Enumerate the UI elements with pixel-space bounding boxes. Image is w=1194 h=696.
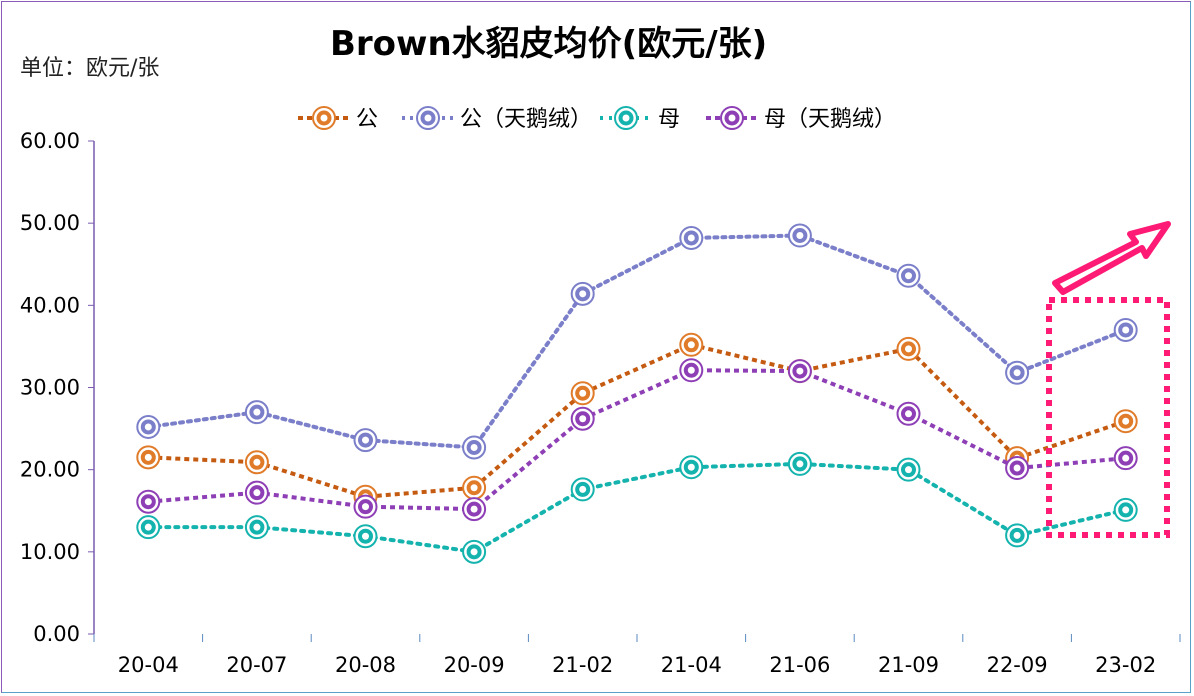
data-point-center <box>1013 369 1021 377</box>
legend-marker-center <box>728 114 736 122</box>
data-point-center <box>362 436 369 444</box>
x-tick-label: 21-06 <box>769 653 830 677</box>
legend-marker-center <box>622 114 630 122</box>
data-point-center <box>362 532 369 540</box>
data-point-center <box>687 234 695 242</box>
data-point-center <box>687 366 695 374</box>
data-point-center <box>796 460 804 468</box>
x-tick-label: 20-08 <box>335 653 396 677</box>
data-point-center <box>470 484 478 492</box>
data-point-center <box>144 523 152 531</box>
y-tick-label: 50.00 <box>20 211 80 235</box>
y-tick-label: 40.00 <box>20 293 80 317</box>
x-tick-label: 23-02 <box>1095 653 1156 677</box>
legend-label: 母 <box>658 107 680 132</box>
x-tick-label: 20-07 <box>226 653 287 677</box>
data-point-center <box>470 548 478 556</box>
series-line-1 <box>146 233 1128 450</box>
data-point-center <box>470 443 478 451</box>
data-point-center <box>1122 506 1130 514</box>
y-tick-label: 30.00 <box>20 376 80 400</box>
series-line-3 <box>148 368 1126 512</box>
data-point-center <box>144 498 152 506</box>
x-tick-label: 20-09 <box>444 653 505 677</box>
x-tick-label: 22-09 <box>987 653 1048 677</box>
data-point-center <box>362 503 369 511</box>
legend-label: 母（天鹅绒） <box>764 107 896 132</box>
data-point-center <box>253 458 261 466</box>
data-point-center <box>1122 326 1130 334</box>
x-tick-label: 21-04 <box>661 653 722 677</box>
data-point-center <box>1013 531 1021 539</box>
data-point-center <box>905 345 912 353</box>
series-line-2 <box>146 461 1128 554</box>
legend-marker-center <box>424 114 432 122</box>
data-point-center <box>470 505 478 513</box>
data-point-center <box>1122 417 1130 425</box>
x-tick-label: 21-09 <box>878 653 939 677</box>
y-tick-label: 10.00 <box>20 540 80 564</box>
y-tick-label: 60.00 <box>20 129 80 153</box>
data-point-center <box>905 466 912 474</box>
data-point-center <box>253 523 261 531</box>
data-point-center <box>579 290 587 298</box>
data-point-center <box>1122 454 1130 462</box>
legend-marker-center <box>320 114 328 122</box>
x-tick-label: 21-02 <box>552 653 613 677</box>
data-point-center <box>579 389 587 397</box>
data-point-center <box>687 341 695 349</box>
data-point-center <box>905 272 912 280</box>
data-point-center <box>253 489 261 497</box>
data-point-center <box>144 423 152 431</box>
trend-arrow-icon <box>1052 221 1171 295</box>
legend-label: 公 <box>356 107 378 132</box>
legend-label: 公（天鹅绒） <box>460 107 592 132</box>
y-tick-label: 20.00 <box>20 458 80 482</box>
unit-label: 单位：欧元/张 <box>20 56 160 81</box>
highlight-box <box>1046 297 1170 538</box>
data-point-center <box>144 453 152 461</box>
data-point-center <box>796 367 804 375</box>
data-point-center <box>905 410 912 418</box>
chart-title: Brown水貂皮均价(欧元/张) <box>330 24 768 64</box>
data-point-center <box>687 463 695 471</box>
data-point-center <box>579 415 587 423</box>
data-point-center <box>1013 464 1021 472</box>
data-point-center <box>253 408 261 416</box>
data-point-center <box>579 485 587 493</box>
x-tick-label: 20-04 <box>118 653 179 677</box>
data-point-center <box>796 231 804 239</box>
y-tick-label: 0.00 <box>33 622 80 646</box>
series-line-0 <box>148 342 1127 499</box>
